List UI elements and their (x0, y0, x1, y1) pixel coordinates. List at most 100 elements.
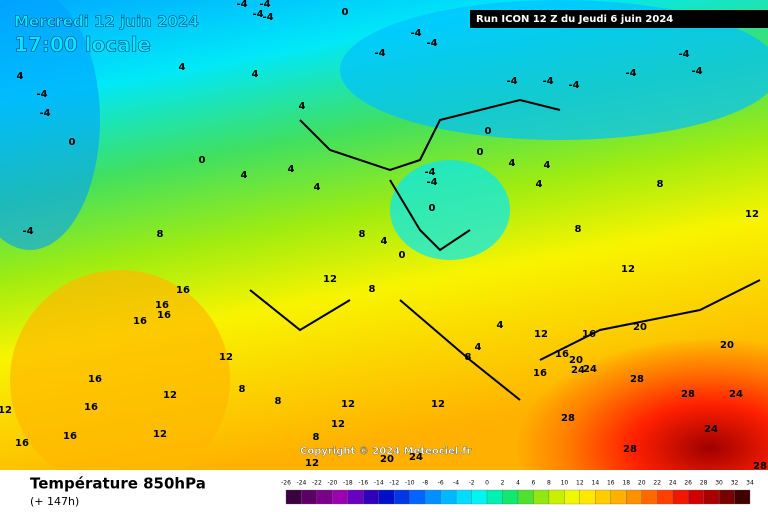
contour-label: 12 (621, 264, 635, 275)
contour-label: -4 (426, 38, 437, 49)
contour-label: -4 (426, 177, 437, 188)
legend-tick-label: 14 (592, 480, 600, 487)
contour-label: -4 (691, 66, 702, 77)
contour-label: 20 (569, 355, 583, 366)
legend-tick-label: -26 (281, 480, 291, 487)
legend-tick-label: 4 (516, 480, 520, 487)
legend-tick-label: 8 (547, 480, 551, 487)
footer-title: Température 850hPa (30, 475, 206, 493)
contour-label: 8 (369, 284, 376, 295)
contour-label: -4 (424, 167, 435, 178)
contour-label: 16 (155, 300, 169, 311)
legend-swatch (579, 489, 596, 505)
legend-tick-label: -6 (438, 480, 444, 487)
hot-area (380, 250, 768, 470)
contour-label: -4 (374, 48, 385, 59)
legend-tick-label: 18 (622, 480, 630, 487)
legend-tick-label: 26 (684, 480, 692, 487)
contour-label: 24 (704, 424, 718, 435)
contour-label: 12 (431, 399, 445, 410)
contour-label: 16 (533, 368, 547, 379)
contour-label: 16 (15, 438, 29, 449)
contour-label: -4 (22, 226, 33, 237)
contour-label: 12 (341, 399, 355, 410)
contour-label: 8 (157, 229, 164, 240)
legend-swatch (285, 489, 302, 505)
legend-swatch (718, 489, 735, 505)
contour-label: -4 (259, 0, 270, 10)
legend-swatch (301, 489, 318, 505)
legend-tick-label: 20 (638, 480, 646, 487)
cold-area (340, 0, 768, 140)
cool-area (390, 160, 510, 260)
run-box (470, 10, 768, 28)
contour-label: 4 (288, 164, 295, 175)
contour-label: 8 (359, 229, 366, 240)
cold-area (0, 0, 100, 250)
contour-label: 12 (745, 209, 759, 220)
contour-label: -4 (262, 12, 273, 23)
legend-swatch (394, 489, 410, 505)
contour-label: 16 (157, 310, 171, 321)
legend-tick-label: 34 (746, 480, 754, 487)
legend-swatch (409, 489, 426, 505)
contour-label: 4 (17, 71, 24, 82)
legend-swatch (332, 489, 349, 505)
contour-label: 8 (275, 396, 282, 407)
coastline (249, 98, 761, 401)
legend-tick-label: 32 (731, 480, 739, 487)
legend-tick-label: -14 (374, 480, 384, 487)
contour-label: 4 (299, 101, 306, 112)
legend-swatch (734, 489, 751, 505)
footer-subtitle: (+ 147h) (30, 495, 79, 508)
contour-label: -4 (568, 80, 579, 91)
contour-label: 4 (544, 160, 551, 171)
legend-tick-label: 28 (700, 480, 708, 487)
contour-label: 4 (381, 236, 388, 247)
contour-label: 20 (380, 454, 394, 465)
contour-label: 12 (331, 419, 345, 430)
contour-label: 4 (179, 62, 186, 73)
legend-tick-label: 16 (607, 480, 615, 487)
contour-label: 0 (342, 7, 349, 18)
contour-label: -4 (39, 108, 50, 119)
legend-swatch (687, 489, 704, 505)
contour-label: 0 (429, 203, 436, 214)
contour-label: 12 (323, 274, 337, 285)
contour-label: 20 (720, 340, 734, 351)
contour-label: 12 (163, 390, 177, 401)
time: 17:00 locale (14, 33, 151, 57)
legend-tick-label: 24 (669, 480, 677, 487)
legend-swatch (502, 489, 519, 505)
contour-label: 28 (753, 461, 767, 472)
copyright: Copyright © 2024 Meteociel.fr (300, 446, 471, 457)
contour-label: -4 (252, 9, 263, 20)
legend-swatch (440, 489, 457, 505)
contour-label: 16 (84, 402, 98, 413)
legend-swatch (316, 489, 333, 505)
legend-swatch (347, 489, 364, 505)
contour-label: 4 (497, 320, 504, 331)
legend-swatch (672, 489, 689, 505)
legend-tick-label: 0 (485, 480, 489, 487)
contour-label: 16 (88, 374, 102, 385)
legend-swatch (641, 489, 658, 505)
contour-label: 12 (305, 458, 319, 469)
legend-tick-label: -18 (343, 480, 353, 487)
legend-swatch (425, 489, 441, 505)
contour-label: -4 (542, 76, 553, 87)
warm-area (10, 270, 230, 490)
contour-label: 0 (69, 137, 76, 148)
contour-label: 24 (571, 365, 585, 376)
contour-label: 0 (199, 155, 206, 166)
contour-label: 0 (477, 147, 484, 158)
contour-label: 0 (399, 250, 406, 261)
contour-label: 12 (0, 405, 12, 416)
contour-label: 16 (133, 316, 147, 327)
contour-label: 4 (509, 158, 516, 169)
legend-swatch (486, 489, 503, 505)
contour-label: -4 (678, 49, 689, 60)
legend-swatch (517, 489, 534, 505)
contour-label: 16 (63, 431, 77, 442)
